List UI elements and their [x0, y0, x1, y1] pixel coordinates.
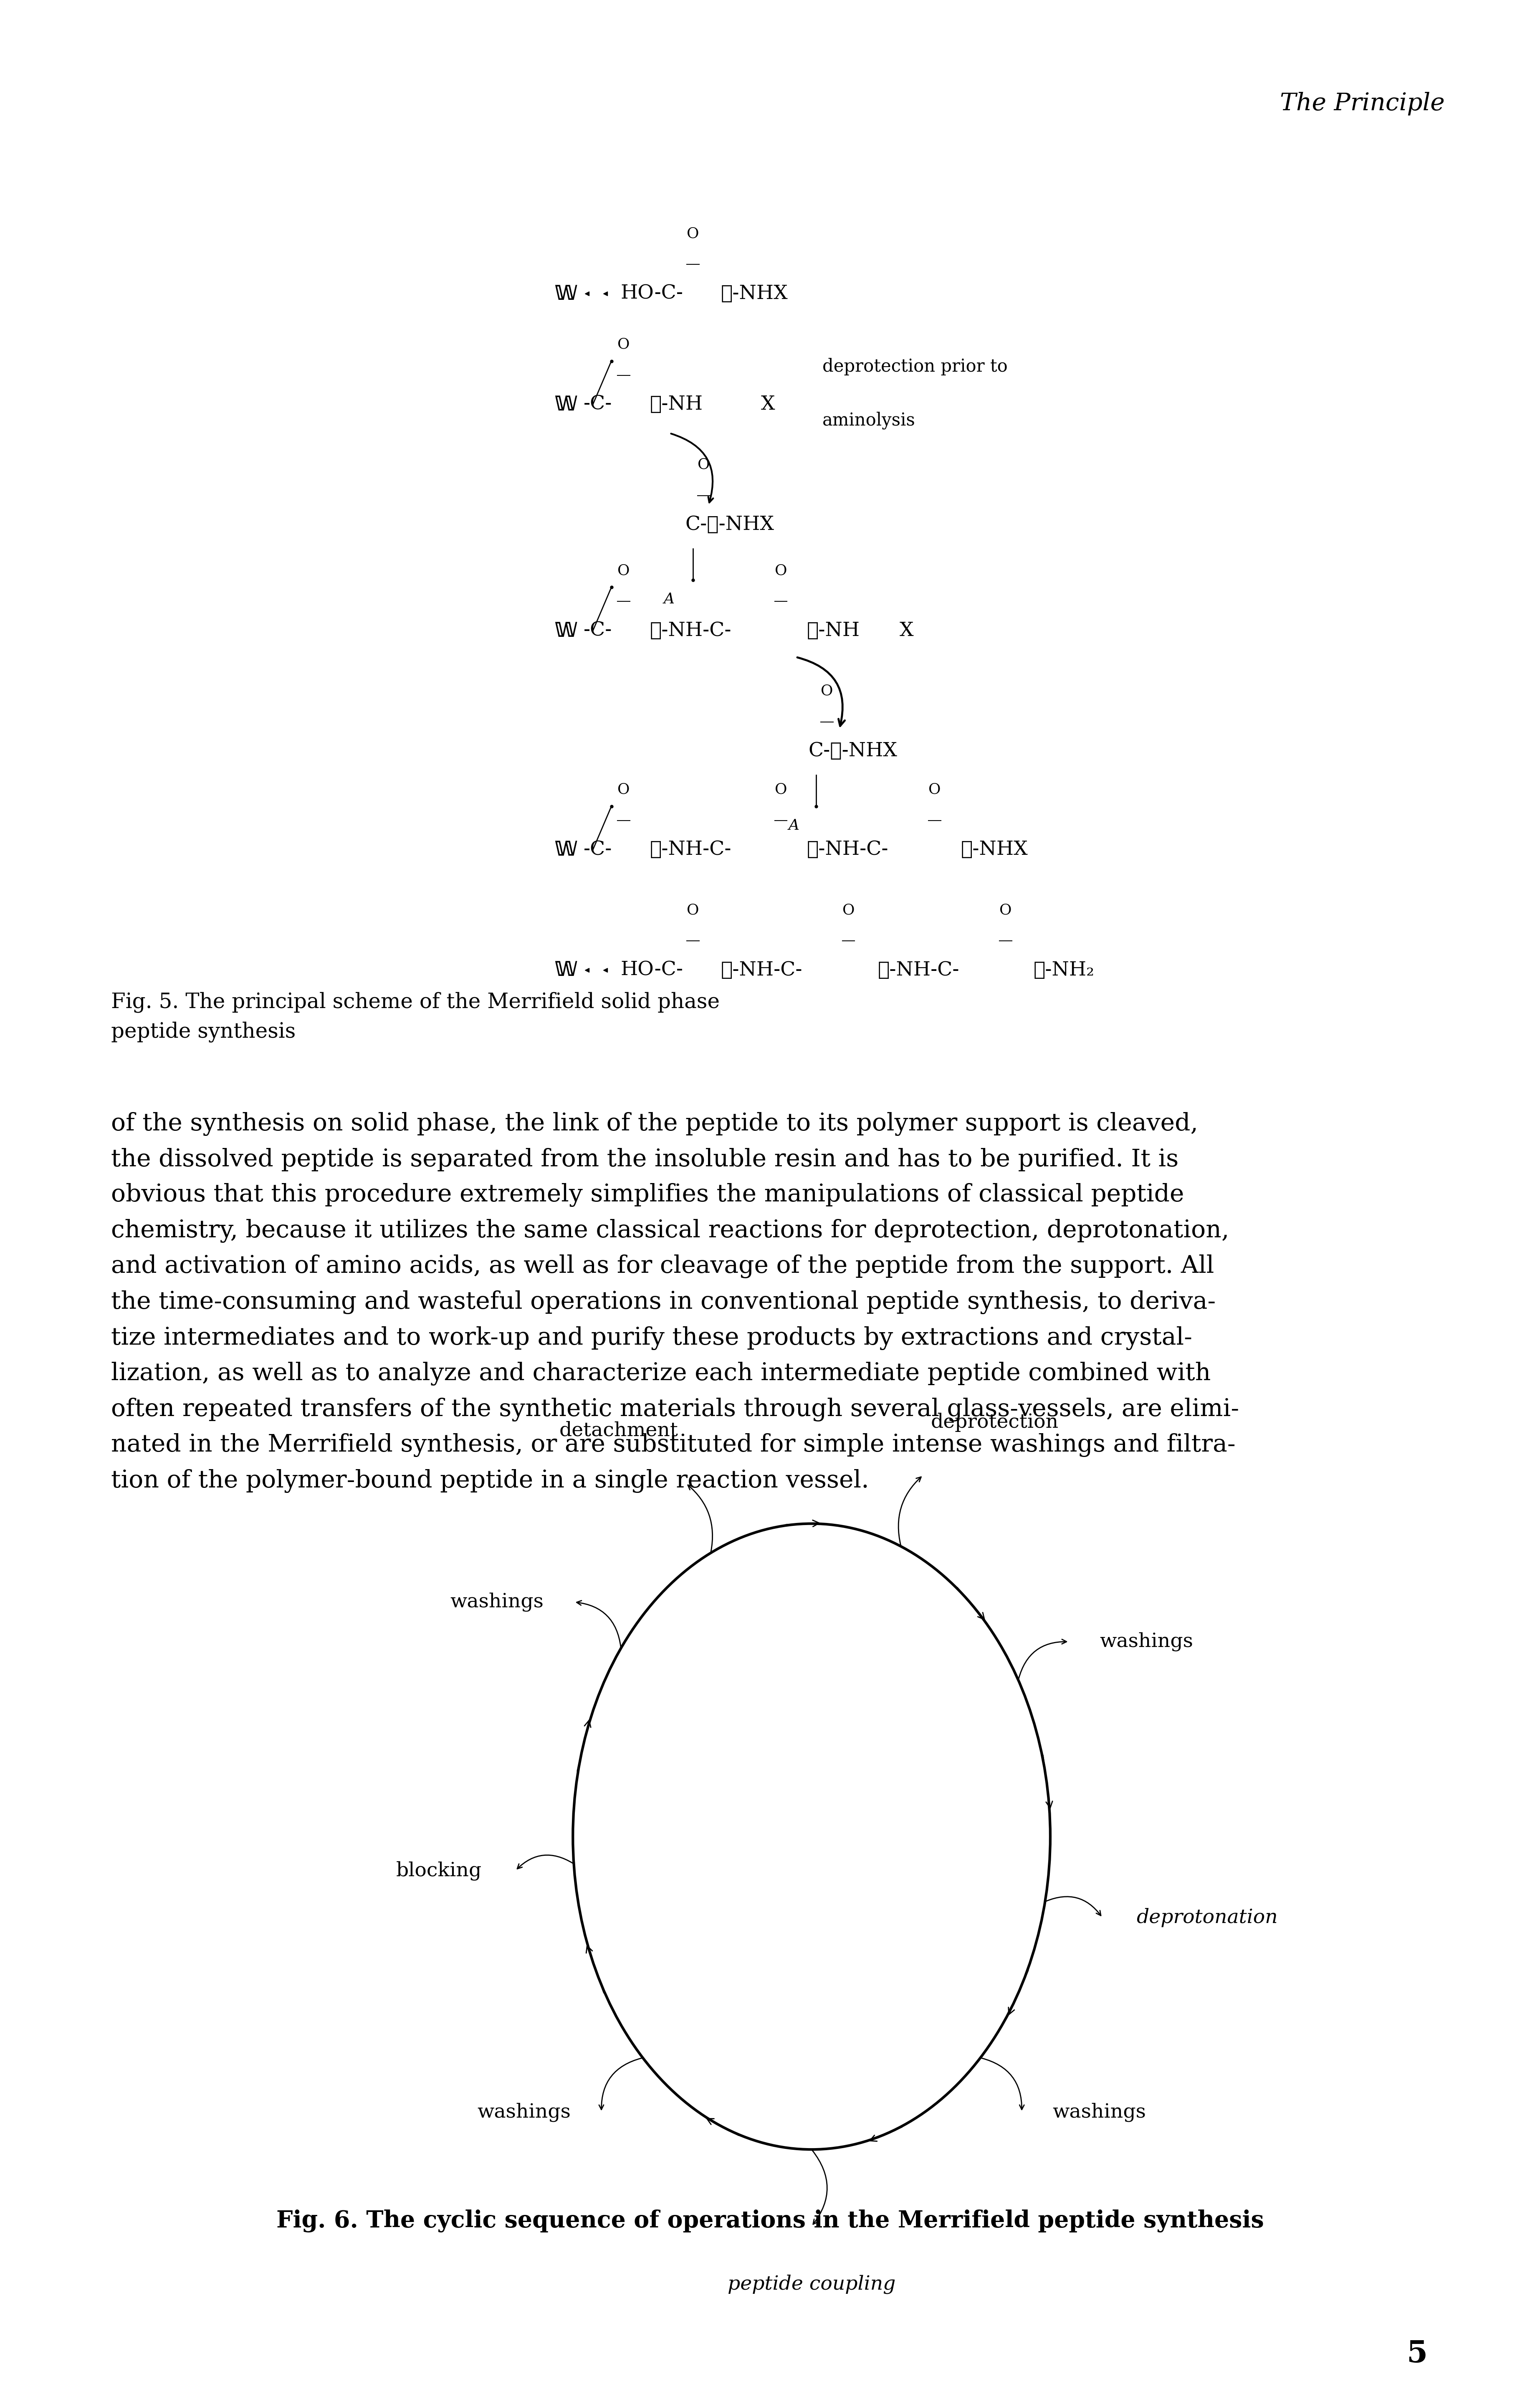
- Text: C-②-NHX: C-②-NHX: [685, 515, 775, 534]
- Text: O: O: [618, 337, 630, 351]
- Text: blocking: blocking: [396, 1861, 482, 1880]
- Text: 5: 5: [1406, 2340, 1428, 2368]
- Text: deprotection: deprotection: [930, 1413, 1058, 1432]
- Text: ②-NH-C-: ②-NH-C-: [878, 960, 959, 980]
- Text: O: O: [929, 782, 941, 797]
- Text: detachment: detachment: [559, 1420, 678, 1439]
- Text: -C-: -C-: [584, 840, 613, 859]
- Text: HO-C-: HO-C-: [621, 960, 684, 980]
- Text: ②-NH-C-: ②-NH-C-: [807, 840, 889, 859]
- Text: -C-: -C-: [584, 395, 613, 414]
- Text: washings: washings: [477, 2101, 571, 2121]
- Text: ①-NH-C-: ①-NH-C-: [721, 960, 802, 980]
- Text: A: A: [664, 592, 675, 607]
- Text: ②-NH: ②-NH: [807, 621, 859, 640]
- Text: washings: washings: [1100, 1632, 1194, 1651]
- Text: $\bf{\mathbb{W}}$: $\bf{\mathbb{W}}$: [554, 960, 578, 980]
- Text: A: A: [788, 818, 799, 833]
- Text: aminolysis: aminolysis: [822, 412, 915, 428]
- Text: X: X: [761, 395, 775, 414]
- Text: C-③-NHX: C-③-NHX: [809, 741, 898, 761]
- Text: O: O: [842, 903, 855, 917]
- Text: O: O: [775, 782, 787, 797]
- Text: -C-: -C-: [584, 621, 613, 640]
- Text: deprotection prior to: deprotection prior to: [822, 359, 1007, 375]
- Text: Fig. 5. The principal scheme of the Merrifield solid phase
peptide synthesis: Fig. 5. The principal scheme of the Merr…: [111, 992, 719, 1042]
- Text: $\bf{\mathbb{W}}$: $\bf{\mathbb{W}}$: [554, 284, 578, 303]
- Text: O: O: [999, 903, 1012, 917]
- Text: O: O: [687, 226, 699, 241]
- Text: of the synthesis on solid phase, the link of the peptide to its polymer support : of the synthesis on solid phase, the lin…: [111, 1112, 1240, 1492]
- Text: O: O: [618, 782, 630, 797]
- Text: HO-C-: HO-C-: [621, 284, 684, 303]
- Text: ③-NH₂: ③-NH₂: [1033, 960, 1095, 980]
- Text: washings: washings: [450, 1593, 544, 1613]
- Text: O: O: [698, 457, 710, 472]
- Text: $\bf{\mathbb{W}}$: $\bf{\mathbb{W}}$: [554, 840, 578, 859]
- Text: O: O: [687, 903, 699, 917]
- Text: ③-NHX: ③-NHX: [961, 840, 1029, 859]
- Text: peptide coupling: peptide coupling: [727, 2275, 896, 2294]
- Text: $\bf{\mathbb{W}}$: $\bf{\mathbb{W}}$: [554, 621, 578, 640]
- Text: X: X: [899, 621, 913, 640]
- Text: deprotonation: deprotonation: [1137, 1909, 1278, 1928]
- Text: ①-NHX: ①-NHX: [721, 284, 788, 303]
- Text: $\bf{\mathbb{W}}$: $\bf{\mathbb{W}}$: [554, 395, 578, 414]
- Text: The Principle: The Principle: [1280, 91, 1445, 116]
- Text: ①-NH: ①-NH: [650, 395, 702, 414]
- Text: ①-NH-C-: ①-NH-C-: [650, 840, 732, 859]
- Text: Fig. 6. The cyclic sequence of operations in the Merrifield peptide synthesis: Fig. 6. The cyclic sequence of operation…: [276, 2210, 1264, 2234]
- Text: O: O: [821, 684, 833, 698]
- Text: washings: washings: [1052, 2101, 1146, 2121]
- Text: O: O: [775, 563, 787, 578]
- Text: ①-NH-C-: ①-NH-C-: [650, 621, 732, 640]
- Text: O: O: [618, 563, 630, 578]
